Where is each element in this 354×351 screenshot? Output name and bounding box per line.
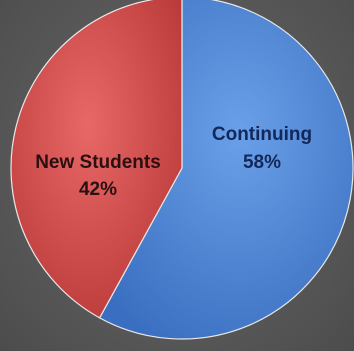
slice-label-new-students: New Students <box>35 152 161 173</box>
pie-labels: Continuing 58% New Students 42% <box>35 124 312 200</box>
slice-label-continuing: Continuing <box>212 124 312 145</box>
slice-pct-new-students: 42% <box>79 179 117 200</box>
pie-slice-new-students <box>10 0 183 319</box>
slice-pct-continuing: 58% <box>243 152 281 173</box>
pie-slices <box>10 0 354 340</box>
pie-slice-continuing <box>98 0 354 340</box>
